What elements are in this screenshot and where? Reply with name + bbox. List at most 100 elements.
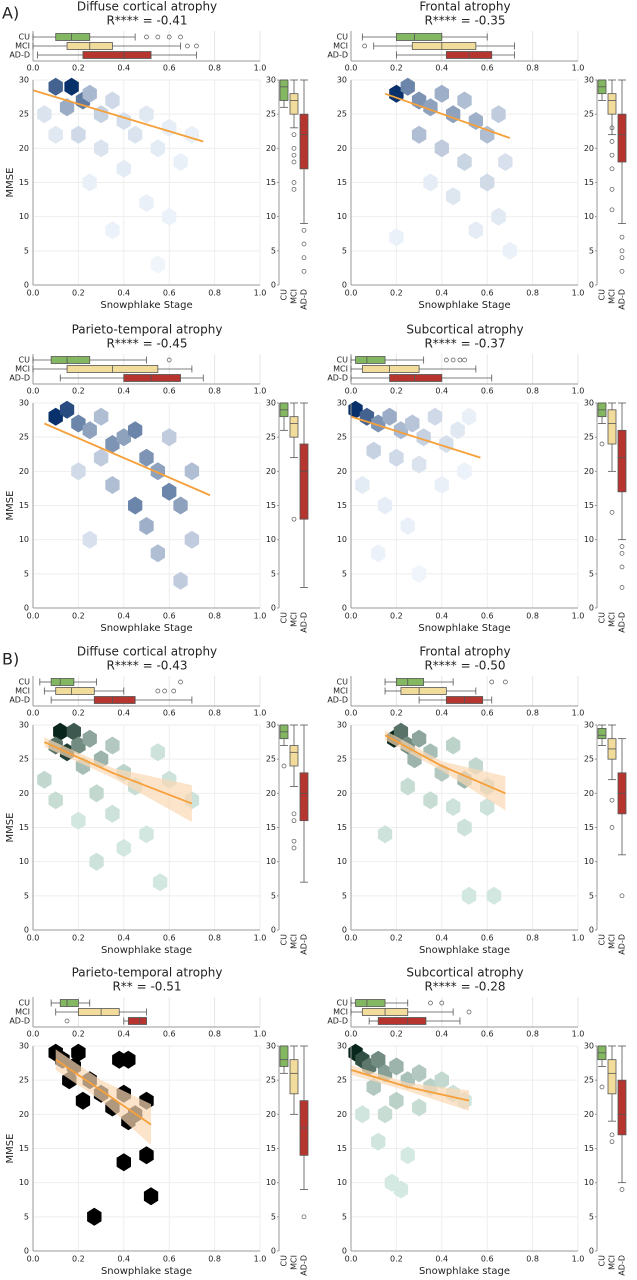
y-tick-label: 20 [266,789,276,798]
fit-line [384,734,506,795]
y-tick-label: 20 [584,789,594,798]
group-label: CU [598,612,607,624]
hexbin [139,825,154,844]
chart-subtitle: R**** = -0.37 [424,337,505,351]
group-label: AD-D [327,696,348,705]
x-tick-label: 0.8 [526,1030,539,1039]
x-tick-label: 0.6 [163,387,176,396]
x-axis-label: Snowphlake stage [419,1266,510,1277]
x-tick-label: 0.4 [435,387,448,396]
flier [301,1214,307,1220]
y-tick-label: 20 [19,467,29,476]
x-tick-label: 0.6 [163,289,176,298]
flier [194,43,199,49]
hexbin [457,153,472,171]
x-tick-label: 0.0 [27,289,40,298]
flier [362,43,367,49]
y-tick-label: 10 [337,535,347,544]
box [355,356,386,364]
x-tick-label: 0.4 [435,64,448,73]
hexbin [446,736,461,755]
hexbin [128,421,143,440]
chart-subtitle: R**** = -0.43 [106,659,187,673]
y-axis-label: MMSE [5,1134,16,1164]
flier [609,139,615,144]
hexbin [64,77,79,96]
y-tick-label: 15 [584,1144,594,1153]
group-label: CU [598,1255,607,1267]
flier [301,268,307,274]
x-tick-label: 0.8 [526,612,539,621]
flier [291,159,297,165]
x-tick-label: 0.6 [481,934,494,943]
hexbin [139,105,154,124]
hexbin [93,407,109,426]
hexbin [480,798,495,816]
x-axis-label: Snowphlake Stage [100,623,192,634]
hexbin [382,407,397,426]
y-tick-label: 15 [19,823,29,832]
hexbin [405,414,420,433]
hexbin [93,448,109,467]
x-tick-label: 0.2 [72,709,85,718]
x-tick-label: 1.0 [254,709,267,718]
flier [291,180,297,185]
chart-title: Subcortical atrophy [406,966,523,980]
x-tick-label: 0.2 [390,1030,403,1039]
y-tick-label: 20 [584,467,594,476]
x-tick-label: 0.4 [117,64,130,73]
y-tick-label: 15 [337,178,347,187]
x-tick-label: 1.0 [572,289,585,298]
x-tick-label: 0.8 [208,709,221,718]
flier [178,679,183,685]
x-tick-label: 1.0 [254,1030,267,1039]
group-label: CU [280,934,289,946]
box [82,51,152,59]
x-tick-label: 0.8 [208,289,221,298]
x-tick-label: 0.0 [27,612,40,621]
y-tick-label: 0 [342,604,347,613]
panel-label: A) [2,4,19,23]
group-label: CU [19,356,31,365]
x-tick-label: 0.0 [27,64,40,73]
flier [171,688,177,694]
box [299,113,309,170]
x-tick-label: 1.0 [572,1030,585,1039]
confidence-band [55,1049,152,1146]
hexbin [461,407,477,426]
hexbin [480,125,495,144]
fit-line [32,89,204,143]
hexbin [173,571,188,590]
y-tick-label: 0 [271,1247,276,1256]
fit-line [384,92,511,139]
flier [291,838,297,844]
y-tick-label: 20 [584,144,594,153]
box [607,1059,617,1095]
flier [291,132,297,138]
box [127,1017,147,1025]
y-tick-label: 0 [24,281,29,290]
hexbin [450,421,465,440]
x-tick-label: 0.2 [72,387,85,396]
y-tick-label: 15 [266,178,276,187]
chart-title: Diffuse cortical atrophy [77,0,217,14]
x-axis-label: Snowphlake stage [101,1266,192,1277]
chart-title: Diffuse cortical atrophy [77,645,217,659]
hexbin [173,153,188,171]
flier [609,125,615,131]
box [93,696,136,704]
hexbin [150,139,165,158]
flier [166,34,172,40]
flier [619,550,625,556]
x-tick-label: 1.0 [254,64,267,73]
box [355,999,386,1007]
hexbin [162,482,177,501]
flier [619,1187,625,1192]
group-label: CU [598,289,607,301]
flier [166,357,172,363]
hexbin [400,77,415,96]
x-tick-label: 0.2 [72,934,85,943]
flier [462,357,467,363]
box [289,93,299,115]
hexbin [48,77,63,96]
